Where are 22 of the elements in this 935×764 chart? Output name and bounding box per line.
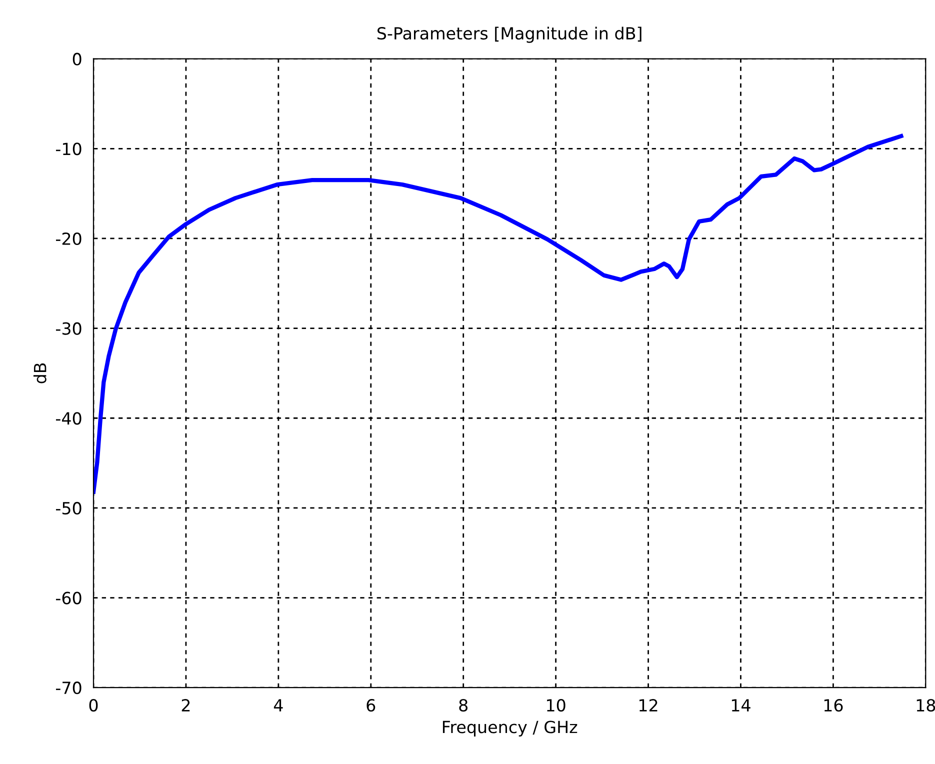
x-tick-label: 8 [459, 699, 468, 712]
x-tick-label: 12 [639, 699, 658, 712]
x-tick-label: 14 [732, 699, 750, 712]
y-axis-title: dB [33, 363, 46, 384]
y-tick-label: -40 [56, 412, 82, 425]
x-axis-title: Frequency / GHz [442, 720, 578, 737]
y-tick-label: -60 [56, 592, 82, 604]
y-tick-label: -20 [56, 232, 82, 246]
x-tick-label: 2 [182, 699, 190, 712]
x-tick-label: 4 [274, 699, 283, 712]
y-tick-label: -10 [56, 142, 82, 156]
x-tick-label: 16 [824, 699, 843, 712]
x-tick-label: 6 [366, 699, 376, 712]
line-series [94, 134, 904, 494]
y-tick-label: -50 [56, 502, 82, 515]
x-tick-label: 0 [89, 699, 98, 712]
chart-title: S-Parameters [Magnitude in dB] [377, 26, 642, 43]
y-tick-label: -70 [56, 682, 82, 694]
x-tick-label: 10 [547, 699, 566, 712]
y-tick-label: -30 [56, 322, 82, 335]
y-tick-label: 0 [72, 52, 82, 66]
x-tick-label: 18 [916, 699, 935, 712]
